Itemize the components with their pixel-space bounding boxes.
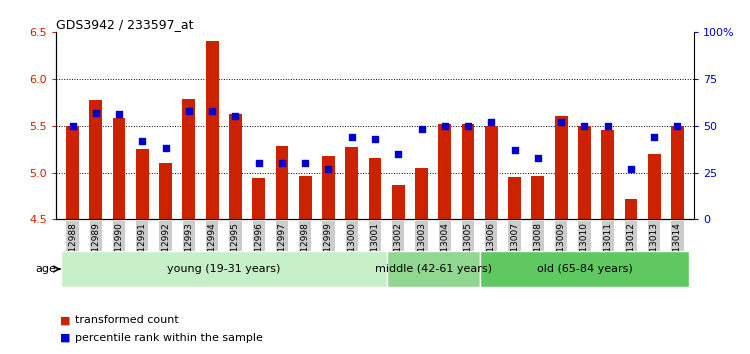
Bar xyxy=(368,158,382,219)
Bar xyxy=(136,149,148,219)
Text: old (65-84 years): old (65-84 years) xyxy=(536,264,632,274)
Point xyxy=(416,127,428,132)
Point xyxy=(183,108,195,114)
Bar xyxy=(61,251,387,287)
Text: transformed count: transformed count xyxy=(75,315,178,325)
Text: percentile rank within the sample: percentile rank within the sample xyxy=(75,333,262,343)
Text: age: age xyxy=(36,264,57,274)
Text: GDS3942 / 233597_at: GDS3942 / 233597_at xyxy=(56,18,194,31)
Bar xyxy=(485,126,498,219)
Bar xyxy=(322,156,334,219)
Point xyxy=(602,123,613,129)
Bar xyxy=(439,124,452,219)
Point xyxy=(369,136,381,142)
Bar xyxy=(252,178,265,219)
Point xyxy=(230,113,242,119)
Bar xyxy=(555,116,568,219)
Bar xyxy=(229,114,242,219)
Point xyxy=(206,108,218,114)
Text: ■: ■ xyxy=(60,333,70,343)
Bar xyxy=(509,177,521,219)
Bar xyxy=(602,130,614,219)
Point xyxy=(671,123,683,129)
Point xyxy=(625,166,637,172)
Point xyxy=(462,123,474,129)
Bar xyxy=(159,163,172,219)
Point xyxy=(555,119,567,125)
Bar xyxy=(182,99,195,219)
Point xyxy=(113,112,125,117)
Bar xyxy=(578,126,591,219)
Point xyxy=(276,160,288,166)
Bar xyxy=(416,168,428,219)
Bar xyxy=(206,41,218,219)
Point xyxy=(67,123,79,129)
Point xyxy=(90,110,102,115)
Bar xyxy=(480,251,689,287)
Point xyxy=(392,151,404,156)
Point xyxy=(136,138,148,143)
Bar xyxy=(275,146,288,219)
Bar xyxy=(298,176,311,219)
Bar xyxy=(387,251,480,287)
Text: young (19-31 years): young (19-31 years) xyxy=(167,264,280,274)
Point xyxy=(439,123,451,129)
Bar xyxy=(89,100,102,219)
Point xyxy=(253,160,265,166)
Bar xyxy=(66,126,79,219)
Bar xyxy=(671,126,684,219)
Bar xyxy=(532,176,544,219)
Bar xyxy=(648,154,661,219)
Point xyxy=(648,134,660,140)
Text: middle (42-61 years): middle (42-61 years) xyxy=(375,264,492,274)
Point xyxy=(299,160,311,166)
Point xyxy=(532,155,544,160)
Point xyxy=(509,147,520,153)
Bar xyxy=(345,147,358,219)
Bar xyxy=(625,199,638,219)
Point xyxy=(160,145,172,151)
Point xyxy=(485,119,497,125)
Bar xyxy=(112,118,125,219)
Point xyxy=(346,134,358,140)
Bar xyxy=(462,124,475,219)
Point xyxy=(578,123,590,129)
Bar xyxy=(392,185,405,219)
Text: ■: ■ xyxy=(60,315,70,325)
Point xyxy=(322,166,334,172)
